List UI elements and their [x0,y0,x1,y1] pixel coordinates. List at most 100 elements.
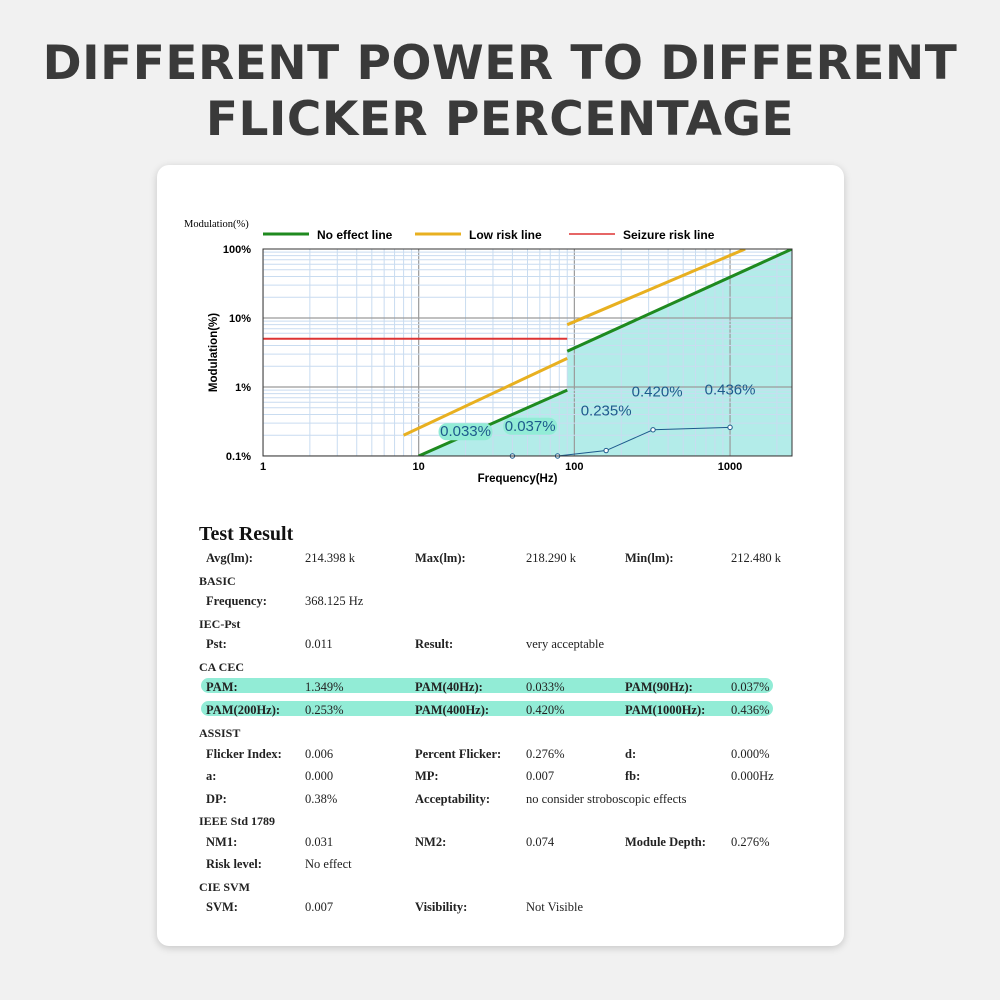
row-highlight [201,701,773,716]
measured-point [727,424,733,431]
field-label: DP: [206,791,227,806]
section-label: CA CEC [199,659,245,674]
field-value: 0.000 [305,769,334,783]
field-label: Flicker Index: [206,746,282,761]
y-tick-label: 1% [235,382,251,394]
field-label: Acceptability: [415,791,490,806]
legend-label: No effect line [317,228,393,242]
field-value: 0.037% [731,680,770,694]
result-row: Risk level: No effect [199,855,819,877]
result-row: PAM: 1.349% PAM(40Hz): 0.033% PAM(90Hz): 0.03… [199,678,819,700]
result-row: NM1: 0.031 NM2: 0.074 Module Depth: 0.276% [199,833,819,855]
field-label: Avg(lm): [206,551,253,565]
result-row: Frequency: 368.125 Hz [199,592,819,614]
field-value: 0.276% [526,746,565,761]
headline-line-2: FLICKER PERCENTAGE [205,92,795,147]
result-row: a: 0.000 MP: 0.007 fb: 0.000Hz [199,767,819,789]
field-label: SVM: [206,900,238,914]
result-row: Avg(lm): 214.398 k Max(lm): 218.290 k Min(lm… [199,549,819,571]
y-axis-label: Modulation(%) [208,313,220,392]
result-row: DP: 0.38% Acceptability: no consider strobo… [199,790,819,812]
series-line-1-segment-1 [566,249,746,327]
y-tick-label: 100% [223,244,251,256]
field-label: fb: [625,769,641,783]
section-heading: BASIC [199,572,819,594]
field-label: MP: [415,769,439,783]
field-value: 0.033% [526,680,565,694]
series-line-0-segment-0 [418,388,568,456]
field-value: 1.349% [305,680,344,694]
y-tick-label: 0.1% [226,451,251,463]
section-label: ASSIST [199,726,241,740]
x-tick-label: 1000 [718,461,742,473]
measured-point [650,427,656,433]
result-row: SVM: 0.007 Visibility: Not Visible [199,898,819,920]
field-value: 0.011 [305,637,333,651]
field-value: 0.007 [526,769,555,783]
y-axis-caption: Modulation(%) [184,219,249,230]
field-value: 0.007 [305,900,334,914]
x-axis-label: Frequency(Hz) [478,473,558,485]
measured-label: 0.436% [705,382,756,399]
x-tick-label: 10 [413,461,425,473]
field-label: d: [625,746,637,761]
section-heading: ASSIST [199,724,819,746]
field-label: NM2: [415,834,447,849]
field-value: No effect [305,857,352,871]
section-heading: IEEE Std 1789 [199,812,819,834]
field-label: a: [206,769,217,783]
field-value: 0.006 [305,746,334,761]
row-highlight [201,678,773,693]
field-label: Result: [415,637,454,651]
field-value: 0.420% [526,703,565,717]
field-value: 214.398 k [305,551,355,565]
result-row: Flicker Index: 0.006 Percent Flicker: 0.276… [199,745,819,767]
headline-line-1: DIFFERENT POWER TO DIFFERENT [42,36,958,91]
field-value: 0.276% [731,834,770,849]
legend-label: Low risk line [469,228,542,242]
field-value: 0.253% [305,703,344,717]
chart-grid [263,249,792,456]
field-label: Frequency: [206,594,267,608]
report-card: 0.033% 0.037% 0.235% 0.420% 0.436% 1 10 100 1000… [157,165,844,946]
field-value: very acceptable [526,637,605,651]
section-heading: CIE SVM [199,878,819,900]
section-label: IEEE Std 1789 [199,814,276,828]
section-label: BASIC [199,573,236,588]
field-value: 0.074 [526,834,555,849]
field-value: 0.031 [305,834,334,849]
field-label: Visibility: [415,900,468,914]
measured-label-highlight [503,417,558,435]
field-label: Min(lm): [625,551,674,565]
field-label: Percent Flicker: [415,746,502,761]
series-line-1-segment-0 [402,357,568,437]
field-label: PAM(400Hz): [415,703,490,717]
field-label: PAM(40Hz): [415,680,483,694]
test-result-title: Test Result [199,523,294,545]
measured-label: 0.037% [505,418,556,435]
measured-label: 0.235% [581,402,632,419]
field-label: PAM(1000Hz): [625,703,706,717]
y-tick-label: 10% [229,313,251,325]
field-value: Not Visible [526,900,584,914]
field-value: 0.38% [305,791,338,806]
field-label: Risk level: [206,857,262,871]
field-label: PAM(90Hz): [625,680,693,694]
section-label: IEC-Pst [199,616,241,631]
measured-label: 0.420% [632,384,683,401]
plot-border [262,248,793,457]
field-label: PAM: [206,680,238,694]
legend-label: Seizure risk line [623,228,715,242]
field-label: Module Depth: [625,834,706,849]
field-label: Pst: [206,637,227,651]
field-value: 218.290 k [526,551,576,565]
measured-label-highlight [438,423,493,441]
field-value: no consider stroboscopic effects [526,791,687,806]
section-heading: IEC-Pst [199,615,819,637]
field-value: 212.480 k [731,551,781,565]
field-value: 368.125 Hz [305,594,364,608]
field-value: 0.436% [731,703,770,717]
headline: DIFFERENT POWER TO DIFFERENT FLICKER PER… [0,36,1000,148]
no-effect-region [418,249,792,456]
result-row: Pst: 0.011 Result: very acceptable [199,635,819,657]
